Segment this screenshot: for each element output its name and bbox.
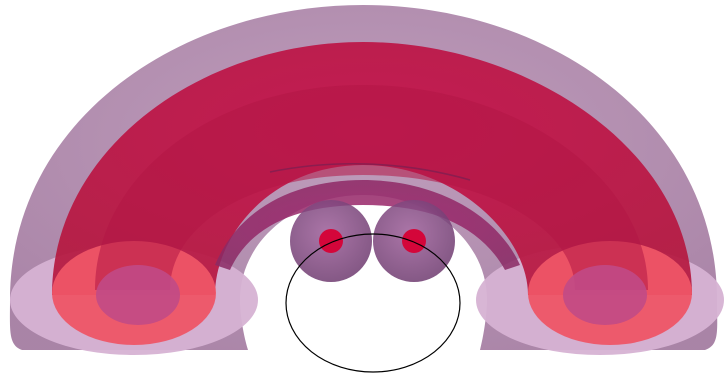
outline-ellipse	[285, 233, 461, 373]
sphere-core-right	[402, 229, 426, 253]
inner-shell	[95, 85, 648, 325]
sphere-group	[290, 200, 455, 282]
sphere-core-left	[319, 229, 343, 253]
inner-shell-left-cut	[96, 265, 180, 325]
inner-shell-right-cut	[563, 265, 647, 325]
